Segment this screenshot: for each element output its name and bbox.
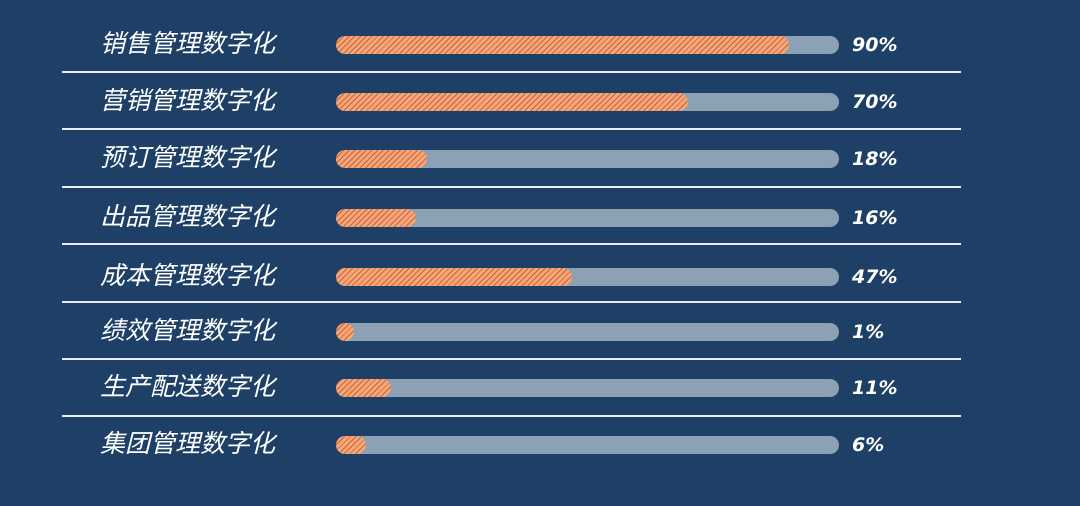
bar-track [336,379,839,397]
value-label: 6% [852,434,885,456]
value-label: 47% [852,266,898,288]
bar-fill [336,209,417,227]
bar-track [336,436,839,454]
bar-track [336,93,839,111]
category-label: 集团管理数字化 [100,429,276,458]
value-label: 1% [852,321,885,343]
category-label: 销售管理数字化 [100,29,276,58]
row-divider [62,358,961,360]
value-label: 70% [852,91,898,113]
row-divider [62,243,961,245]
value-label: 90% [852,34,898,56]
bar-fill [336,323,354,341]
row-divider [62,186,961,188]
bar-track [336,36,839,54]
bar-track [336,150,839,168]
bar-fill [336,436,367,454]
value-label: 11% [852,377,898,399]
bar-row: 绩效管理数字化 1% [0,304,1080,361]
bar-row: 出品管理数字化 16% [0,190,1080,247]
row-divider [62,415,961,417]
bar-row: 销售管理数字化 90% [0,17,1080,74]
bar-fill [336,150,427,168]
bar-row: 营销管理数字化 70% [0,74,1080,131]
category-label: 绩效管理数字化 [100,316,276,345]
bar-row: 集团管理数字化 6% [0,417,1080,474]
value-label: 16% [852,207,898,229]
value-label: 18% [852,148,898,170]
category-label: 营销管理数字化 [100,86,276,115]
row-divider [62,128,961,130]
bar-fill [336,93,689,111]
bar-track [336,323,839,341]
bar-row: 预订管理数字化 18% [0,131,1080,188]
bar-row: 生产配送数字化 11% [0,360,1080,417]
bar-fill [336,379,392,397]
bar-fill [336,36,789,54]
bar-track [336,209,839,227]
bar-fill [336,268,573,286]
bar-track [336,268,839,286]
bar-row: 成本管理数字化 47% [0,249,1080,306]
category-label: 出品管理数字化 [100,202,276,231]
category-label: 成本管理数字化 [100,261,276,290]
row-divider [62,71,961,73]
category-label: 预订管理数字化 [100,143,276,172]
row-divider [62,301,961,303]
category-label: 生产配送数字化 [100,372,276,401]
